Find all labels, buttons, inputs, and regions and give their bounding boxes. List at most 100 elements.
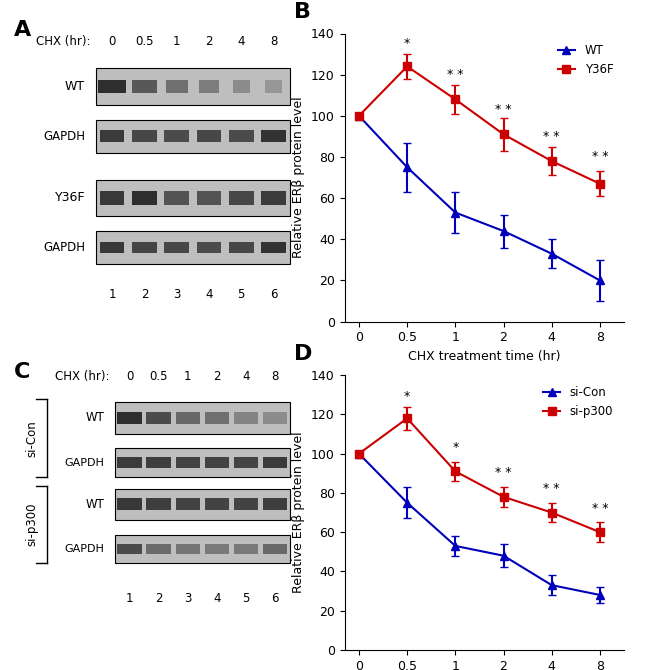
Bar (234, 498, 258, 511)
Bar (205, 544, 229, 554)
Bar (117, 498, 142, 511)
Text: *: * (404, 37, 410, 50)
Bar (265, 80, 282, 93)
Text: GAPDH: GAPDH (43, 241, 85, 254)
Bar (234, 412, 258, 424)
Bar (233, 80, 250, 93)
Bar (176, 458, 200, 468)
Bar (115, 535, 290, 563)
Text: 1: 1 (109, 288, 116, 301)
Text: C: C (14, 362, 31, 382)
Bar (115, 448, 290, 477)
Bar (146, 412, 171, 424)
Bar (261, 242, 286, 253)
Bar (115, 488, 290, 520)
Text: si-Con: si-Con (25, 420, 38, 456)
Bar (146, 544, 171, 554)
Bar (205, 412, 229, 424)
Bar (146, 498, 171, 511)
Bar (234, 544, 258, 554)
Bar (96, 68, 290, 105)
Text: 1: 1 (173, 35, 181, 48)
Bar (96, 119, 290, 153)
Bar (98, 80, 125, 93)
Text: 0: 0 (126, 370, 133, 383)
Text: 0: 0 (109, 35, 116, 48)
Bar (132, 242, 157, 253)
Bar (197, 130, 221, 142)
Text: 4: 4 (242, 370, 250, 383)
Text: si-p300: si-p300 (25, 502, 38, 546)
Text: GAPDH: GAPDH (43, 130, 85, 143)
Bar (96, 231, 290, 264)
Text: * *: * * (447, 68, 463, 81)
Text: * *: * * (543, 129, 560, 143)
Bar (234, 458, 258, 468)
Bar (117, 458, 142, 468)
Text: WT: WT (85, 411, 104, 425)
Bar (166, 80, 188, 93)
Bar (100, 191, 124, 205)
Bar (197, 242, 221, 253)
Text: 3: 3 (184, 592, 192, 604)
Bar (263, 458, 287, 468)
Text: * *: * * (592, 150, 608, 163)
Text: * *: * * (495, 466, 512, 479)
Bar (263, 544, 287, 554)
Text: 0.5: 0.5 (150, 370, 168, 383)
Bar (164, 242, 189, 253)
Bar (229, 191, 254, 205)
Text: *: * (452, 441, 458, 454)
Text: 1: 1 (126, 592, 133, 604)
Bar (117, 544, 142, 554)
Text: 4: 4 (237, 35, 245, 48)
Bar (261, 130, 286, 142)
Text: 5: 5 (242, 592, 250, 604)
Y-axis label: Relative ERβ protein level: Relative ERβ protein level (292, 431, 306, 594)
Legend: si-Con, si-p300: si-Con, si-p300 (538, 381, 618, 423)
Text: * *: * * (592, 502, 608, 515)
Bar (176, 498, 200, 511)
Bar (263, 412, 287, 424)
X-axis label: CHX treatment time (hr): CHX treatment time (hr) (408, 350, 560, 363)
Text: *: * (404, 390, 410, 403)
Legend: WT, Y36F: WT, Y36F (553, 40, 618, 81)
Text: 0.5: 0.5 (135, 35, 153, 48)
Bar (132, 191, 157, 205)
Bar (229, 242, 254, 253)
Bar (117, 412, 142, 424)
Text: 4: 4 (205, 288, 213, 301)
Text: 5: 5 (238, 288, 245, 301)
Text: 2: 2 (155, 592, 162, 604)
Bar (164, 191, 189, 205)
Bar (229, 130, 254, 142)
Text: D: D (294, 344, 313, 364)
Text: 2: 2 (205, 35, 213, 48)
Bar (200, 80, 218, 93)
Text: 4: 4 (213, 592, 221, 604)
Text: * *: * * (495, 103, 512, 116)
Text: 3: 3 (173, 288, 181, 301)
Text: B: B (294, 2, 311, 22)
Bar (176, 544, 200, 554)
Text: GAPDH: GAPDH (64, 458, 104, 468)
Y-axis label: Relative ERβ protein level: Relative ERβ protein level (292, 96, 306, 259)
Bar (100, 242, 124, 253)
Bar (205, 458, 229, 468)
Text: 6: 6 (270, 288, 278, 301)
Text: 2: 2 (140, 288, 148, 301)
Bar (263, 498, 287, 511)
Bar (197, 191, 221, 205)
Text: 2: 2 (213, 370, 221, 383)
Text: 8: 8 (270, 35, 278, 48)
Text: 8: 8 (272, 370, 279, 383)
Bar (261, 191, 286, 205)
Text: A: A (14, 20, 31, 40)
Bar (205, 498, 229, 511)
Text: * *: * * (543, 482, 560, 495)
Text: 1: 1 (184, 370, 192, 383)
Text: Y36F: Y36F (55, 192, 85, 204)
Text: CHX (hr):: CHX (hr): (36, 35, 90, 48)
Bar (146, 458, 171, 468)
Text: 6: 6 (272, 592, 279, 604)
